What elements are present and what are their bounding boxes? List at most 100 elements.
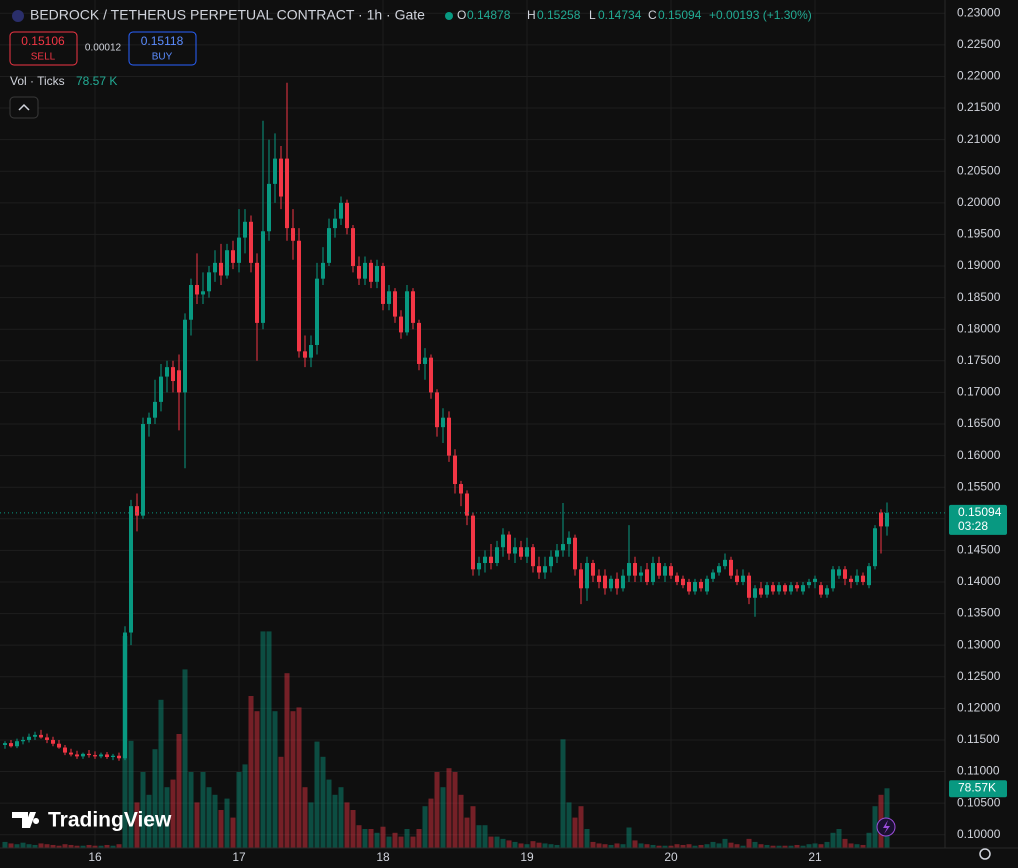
candle-body	[681, 578, 685, 586]
candle-body	[531, 547, 535, 567]
volume-bar	[44, 844, 50, 848]
volume-bar	[788, 845, 794, 848]
candle-body	[81, 753, 85, 757]
candle-body	[423, 357, 427, 364]
volume-bar	[230, 817, 236, 848]
volume-bar	[356, 825, 362, 848]
candle-body	[837, 569, 841, 576]
volume-bar	[38, 843, 44, 848]
volume-bar	[278, 756, 284, 848]
candle-body	[765, 585, 769, 595]
volume-bar	[2, 841, 8, 848]
sell-button[interactable]	[9, 31, 78, 66]
volume-bar	[8, 843, 14, 848]
y-tick-label: 0.22500	[957, 37, 1001, 51]
volume-bar	[794, 844, 800, 848]
candle-body	[447, 417, 451, 456]
candle-body	[885, 512, 889, 527]
volume-bar	[398, 836, 404, 848]
candle-body	[477, 563, 481, 570]
candle-body	[861, 575, 865, 582]
candle-body	[333, 218, 337, 229]
volume-bar	[578, 806, 584, 848]
volume-bar	[680, 844, 686, 848]
volume-bar	[308, 802, 314, 848]
y-tick-label: 0.11500	[957, 732, 1000, 746]
volume-bar	[206, 787, 212, 848]
candle-body	[321, 262, 325, 279]
candle-body	[63, 747, 67, 753]
candle-body	[267, 183, 271, 232]
candle-body	[21, 739, 25, 742]
volume-bar	[392, 832, 398, 848]
volume-bar	[866, 832, 872, 848]
candle-body	[783, 585, 787, 592]
volume-bar	[458, 794, 464, 848]
volume-bar	[782, 845, 788, 848]
candle-body	[345, 202, 349, 229]
volume-bar	[626, 827, 632, 848]
volume-bar	[386, 836, 392, 848]
candle-body	[543, 566, 547, 573]
candle-body	[405, 291, 409, 333]
volume-bar	[266, 631, 272, 848]
candle-body	[159, 376, 163, 402]
candle-body	[285, 158, 289, 229]
candle-body	[195, 284, 199, 295]
volume-bar	[806, 844, 812, 848]
candle-layer	[3, 82, 889, 761]
y-tick-label: 0.10500	[957, 795, 1001, 809]
candle-body	[585, 563, 589, 589]
volume-bar	[746, 838, 752, 848]
change: +0.00193 (+1.30%)	[709, 8, 812, 22]
volume-bar	[26, 844, 32, 848]
volume-bar	[416, 829, 422, 848]
sell-price: 0.15106	[21, 34, 65, 48]
candle-body	[357, 266, 361, 279]
candle-body	[417, 322, 421, 364]
volume-bar	[758, 844, 764, 848]
candle-body	[393, 291, 397, 317]
volume-bar	[272, 711, 278, 848]
volume-bar	[638, 843, 644, 848]
candle-body	[45, 737, 49, 740]
candle-body	[879, 512, 883, 527]
candle-body	[153, 401, 157, 418]
buy-button[interactable]	[128, 31, 197, 66]
candle-body	[549, 556, 553, 567]
buy-price: 0.15118	[141, 34, 184, 48]
candle-body	[87, 753, 91, 756]
volume-bar	[488, 836, 494, 848]
volume-bar	[290, 711, 296, 848]
candle-body	[69, 752, 73, 755]
settings-button[interactable]	[979, 848, 991, 860]
chevron-icon	[18, 103, 30, 111]
volume-bar	[368, 829, 374, 848]
volume-bar	[728, 842, 734, 848]
x-tick-label: 19	[520, 850, 534, 864]
volume-bar	[56, 845, 62, 848]
candle-body	[429, 357, 433, 393]
volume-bar	[242, 764, 248, 848]
volume-bar	[590, 841, 596, 848]
candle-body	[111, 755, 115, 758]
ohlc-key: H	[527, 8, 536, 22]
volume-bar	[494, 836, 500, 848]
candle-body	[411, 291, 415, 323]
y-tick-label: 0.16500	[957, 416, 1001, 430]
volume-bar	[128, 740, 134, 848]
candle-body	[777, 585, 781, 592]
volume-bar	[254, 711, 260, 848]
volume-bar	[452, 772, 458, 848]
volume-bar	[200, 772, 206, 848]
collapse-button[interactable]	[9, 96, 39, 119]
volume-bar	[350, 810, 356, 848]
candle-body	[105, 754, 109, 758]
volume-bar	[146, 794, 152, 848]
y-tick-label: 0.18000	[957, 321, 1001, 335]
volume-bar	[476, 825, 482, 848]
volume-bar	[314, 741, 320, 848]
candle-body	[747, 575, 751, 598]
